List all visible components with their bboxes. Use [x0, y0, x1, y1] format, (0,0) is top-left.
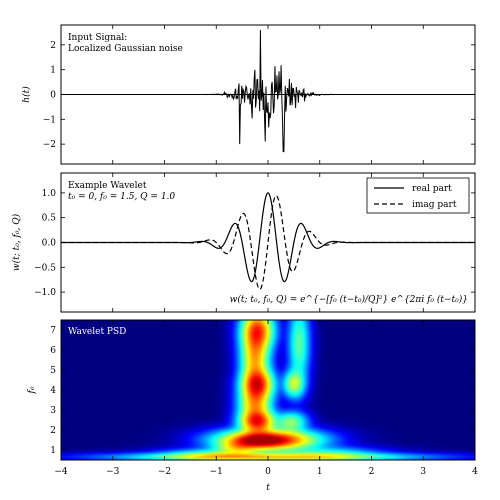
x-tick-label: −3	[106, 467, 120, 477]
psd-annotation: Wavelet PSD	[68, 327, 126, 337]
y-tick-label: 1	[50, 446, 56, 456]
y-tick-label: 0.5	[42, 214, 57, 224]
x-tick-label: −4	[54, 467, 68, 477]
psd-ylabel: f₀	[27, 386, 37, 394]
y-tick-label: 0.0	[42, 239, 57, 249]
x-tick-label: −2	[158, 467, 171, 477]
psd-xlabel: t	[266, 483, 270, 493]
psd-heatmap	[61, 320, 475, 460]
wavelet-annotation-line-1: Example Wavelet	[68, 181, 147, 191]
x-tick-label: 1	[317, 467, 323, 477]
y-tick-label: −0.5	[34, 263, 56, 273]
wavelet-psd-panel: 1 2 3 4 5 6 7 −4 −3 −2 −1 0 1 2 3 4 Wavelet PSD f₀ t	[27, 319, 478, 493]
legend-imag-label: imag part	[412, 200, 457, 210]
x-tick-label: −1	[210, 467, 223, 477]
y-tick-label: 3	[50, 406, 56, 416]
wavelet-formula: w(t; t₀, f₀, Q) = e^{−[f₀ (t−t₀)/Q]²} e^…	[230, 294, 468, 305]
wavelet-annotation-line-2: t₀ = 0, f₀ = 1.5, Q = 1.0	[68, 192, 175, 202]
x-tick-label: 0	[265, 467, 271, 477]
y-tick-label: −1	[43, 115, 56, 125]
legend-real-label: real part	[412, 184, 452, 194]
wavelet-ylabel: w(t; t₀, f₀, Q)	[11, 213, 22, 271]
wavelet-panel: −1.0 −0.5 0.0 0.5 1.0 Example Wavelet t₀ = 0…	[11, 172, 476, 313]
y-tick-label: 1	[50, 66, 56, 76]
y-tick-label: 2	[50, 426, 56, 436]
signal-ylabel: h(t)	[21, 86, 32, 103]
signal-annotation-line-2: Localized Gaussian noise	[68, 44, 183, 54]
y-tick-label: 6	[50, 346, 56, 356]
x-tick-label: 3	[420, 467, 426, 477]
signal-line	[61, 29, 475, 153]
imag-part-line	[61, 195, 475, 290]
x-tick-label: 2	[369, 467, 375, 477]
signal-annotation-line-1: Input Signal:	[68, 33, 127, 43]
y-tick-label: 2	[50, 41, 56, 51]
y-tick-label: 4	[50, 386, 56, 396]
y-tick-label: −1.0	[34, 288, 56, 298]
y-tick-label: 0	[50, 91, 56, 101]
y-tick-label: −2	[43, 140, 56, 150]
wavelet-legend: real part imag part	[366, 177, 470, 214]
input-signal-panel: −2 −1 0 1 2 Input Signal: Localized Gaussian…	[21, 24, 476, 165]
legend-box	[366, 177, 470, 214]
psd-frame	[60, 319, 476, 461]
x-tick-label: 4	[472, 467, 478, 477]
y-tick-label: 5	[50, 366, 56, 376]
y-tick-label: 1.0	[42, 189, 57, 199]
y-tick-label: 7	[50, 326, 56, 336]
